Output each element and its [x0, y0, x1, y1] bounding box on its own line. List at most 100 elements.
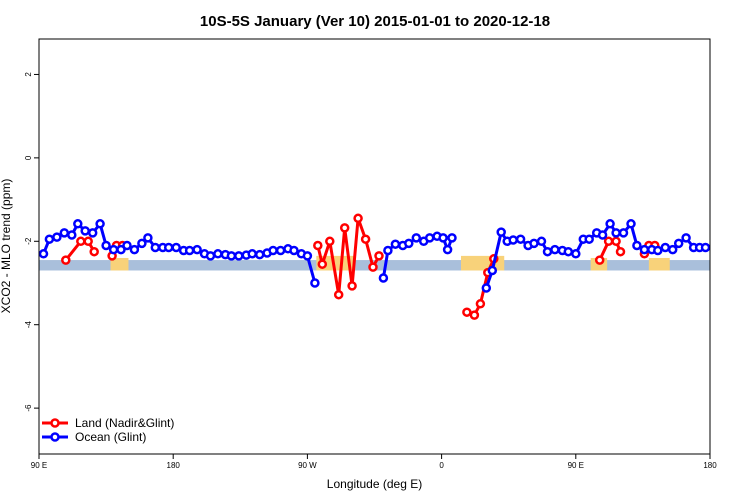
- ocean-data-point: [213, 249, 223, 259]
- plot-area: [38, 213, 711, 320]
- land-data-point: [325, 236, 335, 247]
- land-data-point: [603, 236, 614, 247]
- ocean-data-point: [605, 219, 615, 229]
- land-data-point: [83, 236, 93, 247]
- land-data-point: [339, 223, 350, 233]
- ocean-data-point: [660, 242, 671, 253]
- ocean-data-point: [108, 244, 119, 255]
- ocean-data-point: [80, 226, 90, 236]
- ocean-data-point: [447, 233, 457, 243]
- ocean-data-point: [67, 230, 77, 240]
- ocean-data-point: [59, 228, 70, 238]
- land-data-point: [360, 234, 371, 244]
- ocean-data-point: [632, 240, 642, 251]
- land-data-point: [594, 255, 605, 265]
- plot-frame: [38, 38, 711, 455]
- chart-title: 10S-5S January (Ver 10) 2015-01-01 to 20…: [200, 13, 550, 30]
- ocean-data-point: [700, 242, 711, 253]
- ocean-data-point: [404, 238, 414, 249]
- ocean-data-point: [536, 236, 547, 247]
- ocean-data-point: [310, 278, 320, 288]
- ocean-data-point: [442, 244, 453, 255]
- x-tick-label: 180: [703, 461, 717, 470]
- ocean-data-point: [571, 249, 581, 259]
- land-data-point: [61, 255, 71, 265]
- ocean-data-point: [481, 283, 492, 293]
- ocean-data-point: [673, 238, 684, 249]
- ocean-data-point: [496, 227, 506, 237]
- ocean-data-point: [424, 233, 435, 243]
- y-axis: 2 0 -2 -4 -6: [24, 72, 39, 412]
- ocean-data-point: [383, 245, 393, 256]
- ocean-data-point: [116, 244, 126, 255]
- land-data-point: [462, 307, 472, 317]
- ocean-data-point: [289, 245, 299, 256]
- ocean-data-point: [171, 242, 181, 253]
- ocean-data-point: [44, 234, 55, 244]
- ocean-data-point: [234, 251, 244, 261]
- ocean-data-point: [302, 251, 313, 261]
- ocean-data-point: [378, 273, 389, 283]
- x-tick-label: 90 W: [298, 461, 317, 470]
- ocean-data-point: [653, 245, 663, 256]
- y-tick-label: -4: [24, 321, 33, 329]
- x-tick-label: 90 E: [568, 461, 584, 470]
- land-data-point: [374, 251, 384, 261]
- ocean-data-point: [563, 246, 574, 257]
- ocean-data-point: [411, 233, 422, 243]
- ocean-data-point: [438, 233, 448, 243]
- ocean-data-point: [87, 228, 98, 238]
- ocean-data-point: [275, 245, 286, 256]
- land-legend-label: Land (Nadir&Glint): [75, 416, 174, 430]
- ocean-data-point: [584, 234, 594, 244]
- ocean-data-point: [667, 244, 678, 255]
- ocean-data-point: [38, 249, 49, 259]
- ocean-data-point: [390, 239, 401, 249]
- land-data-point: [333, 289, 344, 300]
- land-data-point: [313, 240, 323, 251]
- ocean-data-point: [192, 244, 202, 255]
- ocean-data-point: [529, 238, 539, 249]
- ocean-data-point: [618, 228, 629, 238]
- ocean-data-point: [626, 219, 636, 229]
- ocean-data-point: [515, 234, 526, 244]
- ocean-data-point: [205, 251, 216, 261]
- land-data-point: [475, 299, 486, 309]
- land-data-point: [317, 259, 328, 269]
- ocean-data-point: [226, 251, 237, 261]
- x-tick-label: 180: [167, 461, 181, 470]
- ocean-data-point: [487, 265, 498, 276]
- land-data-point: [353, 213, 363, 224]
- ocean-data-point: [508, 235, 518, 245]
- ocean-legend-label: Ocean (Glint): [75, 430, 146, 444]
- land-data-point: [368, 262, 378, 272]
- ocean-data-point: [550, 244, 560, 255]
- ocean-data-point: [611, 228, 621, 238]
- ocean-data-point: [184, 245, 195, 256]
- ocean-data-point: [247, 249, 257, 259]
- land-data-point: [611, 236, 621, 247]
- ocean-data-point: [681, 233, 691, 243]
- ocean-data-point: [129, 244, 140, 255]
- ocean-data-point: [101, 240, 111, 251]
- y-axis-label: XCO2 - MLO trend (ppm): [0, 179, 13, 314]
- land-series-line: [316, 216, 381, 297]
- ocean-data-point: [143, 233, 153, 243]
- ocean-data-point: [597, 230, 608, 240]
- land-data-point: [347, 281, 357, 291]
- ocean-data-point: [150, 242, 161, 253]
- ocean-data-point: [122, 240, 132, 251]
- land-data-point: [76, 236, 86, 247]
- yellow-region: [110, 257, 129, 271]
- ocean-data-point: [542, 246, 553, 257]
- land-data-point: [469, 310, 480, 320]
- ocean-data-point: [254, 249, 265, 260]
- y-tick-label: 2: [24, 72, 33, 77]
- ocean-data-point: [639, 244, 650, 255]
- ocean-data-point: [268, 245, 278, 256]
- x-axis-label: Longitude (deg E): [327, 477, 422, 491]
- x-tick-label: 90 E: [31, 461, 47, 470]
- ocean-data-point: [73, 219, 83, 229]
- yellow-region: [648, 257, 670, 271]
- ocean-data-point: [52, 232, 62, 242]
